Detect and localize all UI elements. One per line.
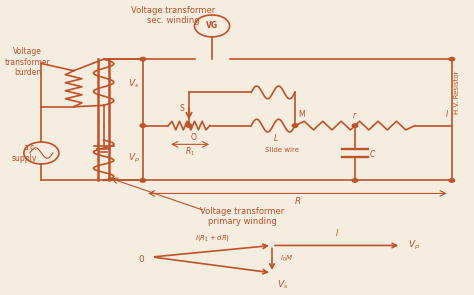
Circle shape	[140, 179, 146, 182]
Text: S: S	[180, 104, 184, 113]
Text: 0: 0	[138, 255, 144, 264]
Circle shape	[292, 124, 298, 127]
Text: $I_0M$: $I_0M$	[280, 254, 293, 264]
Circle shape	[352, 124, 358, 127]
Text: Slide wire: Slide wire	[265, 147, 299, 153]
Text: M: M	[299, 109, 305, 119]
Text: $V_p$: $V_p$	[128, 152, 139, 165]
Text: $V_s$: $V_s$	[128, 78, 139, 90]
Circle shape	[186, 124, 192, 127]
Text: $V_s$: $V_s$	[277, 279, 288, 291]
Text: VG: VG	[206, 22, 218, 30]
Text: $L$: $L$	[273, 132, 278, 142]
Text: $I$: $I$	[335, 227, 338, 238]
Circle shape	[140, 124, 146, 127]
Text: Voltage
transformer
burden: Voltage transformer burden	[5, 47, 50, 77]
Text: $r$: $r$	[352, 110, 358, 120]
Circle shape	[352, 179, 358, 182]
Text: $R_1$: $R_1$	[185, 145, 195, 158]
Circle shape	[449, 58, 455, 61]
Text: Voltage transformer
sec. winding: Voltage transformer sec. winding	[131, 6, 215, 25]
Text: H.V. Resistor: H.V. Resistor	[454, 71, 460, 114]
Text: I: I	[446, 109, 448, 119]
Text: $I(R_1+dR)$: $I(R_1+dR)$	[194, 232, 229, 242]
Text: $R$: $R$	[294, 195, 301, 206]
Text: $V_p$: $V_p$	[408, 239, 420, 252]
Circle shape	[449, 179, 455, 182]
Text: Voltage transformer
primary winding: Voltage transformer primary winding	[200, 207, 284, 226]
Text: O: O	[191, 133, 197, 142]
Text: $C$: $C$	[369, 148, 376, 158]
Circle shape	[140, 58, 146, 61]
Text: a.c.
supply: a.c. supply	[11, 143, 37, 163]
